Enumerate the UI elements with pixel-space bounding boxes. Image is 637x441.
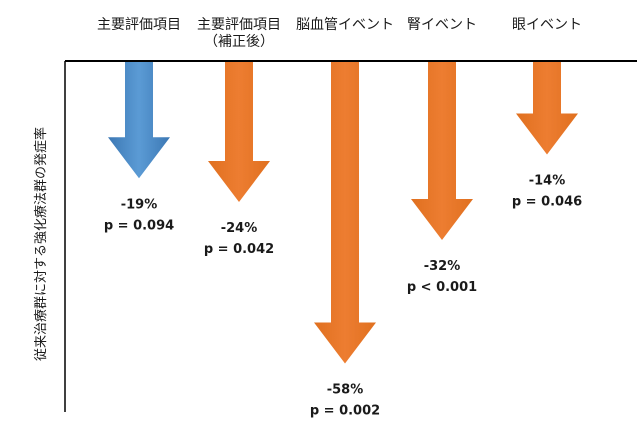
category-label-4: 腎イベント (407, 17, 477, 33)
p-value-label-3: p = 0.002 (310, 404, 380, 419)
value-label-2: -24% (221, 221, 258, 236)
value-labels: -19% p = 0.094 -24% p = 0.042 -58% p = 0.002 -… (104, 174, 582, 419)
arrow-bar-3 (314, 61, 376, 364)
arrow-bars (108, 61, 578, 364)
arrow-bar-4 (411, 61, 473, 240)
value-label-4: -32% (424, 259, 461, 274)
value-label-5: -14% (529, 174, 566, 189)
p-value-label-5: p = 0.046 (512, 195, 582, 210)
category-labels: 主要評価項目 主要評価項目（補正後） 脳血管イベント 腎イベント 眼イベント (97, 17, 582, 50)
value-label-3: -58% (327, 383, 364, 398)
arrow-bar-1 (108, 61, 170, 179)
p-value-label-1: p = 0.094 (104, 218, 174, 233)
category-label-2: 主要評価項目（補正後） (197, 17, 281, 50)
category-label-1: 主要評価項目 (97, 17, 181, 33)
y-axis-label: 従来治療群に対する強化療法群の発症率 (33, 127, 49, 361)
p-value-label-4: p < 0.001 (407, 280, 477, 295)
category-label-5: 眼イベント (512, 17, 582, 33)
arrow-bar-2 (208, 61, 270, 202)
category-label-3: 脳血管イベント (296, 17, 394, 33)
p-value-label-2: p = 0.042 (204, 242, 274, 257)
value-label-1: -19% (121, 197, 158, 212)
arrow-bar-5 (516, 61, 578, 155)
